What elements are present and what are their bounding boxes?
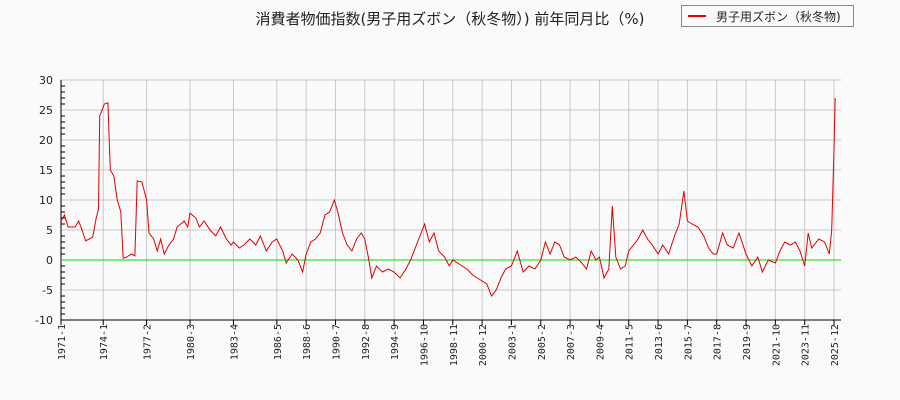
y-tick-label: 15	[39, 164, 53, 177]
x-tick-label: 2009-4	[595, 324, 606, 360]
y-tick-label: 0	[46, 254, 53, 267]
x-tick-label: 1996-10	[419, 324, 430, 366]
y-tick-label: 10	[39, 194, 53, 207]
x-tick-label: 2013-6	[654, 324, 665, 360]
series-line	[60, 97, 836, 297]
x-tick-label: 2021-10	[771, 324, 782, 366]
x-tick-label: 2023-11	[801, 324, 812, 366]
x-tick-label: 1977-2	[143, 324, 154, 360]
x-tick-label: 2005-2	[537, 324, 548, 360]
x-tick-label: 2017-8	[713, 324, 724, 360]
chart-title: 消費者物価指数(男子用ズボン（秋冬物）) 前年同月比（%)	[255, 10, 645, 28]
y-tick-label: 5	[46, 224, 53, 237]
x-tick-label: 2003-1	[507, 324, 518, 360]
legend-line-swatch	[688, 15, 706, 17]
y-tick-label: 20	[39, 134, 53, 147]
x-tick-label: 1980-3	[186, 324, 197, 360]
x-tick-label: 2007-3	[566, 324, 577, 360]
x-tick-label: 1992-8	[361, 324, 372, 360]
legend: 男子用ズボン（秋冬物)	[681, 5, 854, 27]
x-tick-label: 1971-1	[57, 324, 68, 360]
x-tick-label: 2011-5	[625, 324, 636, 360]
y-tick-label: 25	[39, 104, 53, 117]
x-tick-label: 1990-7	[331, 324, 342, 360]
y-tick-label: 30	[39, 74, 53, 87]
x-tick-label: 1974-1	[99, 324, 110, 360]
x-tick-label: 1986-5	[273, 324, 284, 360]
x-tick-label: 2000-12	[478, 324, 489, 366]
y-tick-label: -5	[42, 284, 53, 297]
x-tick-label: 2019-9	[742, 324, 753, 360]
y-tick-label: -10	[35, 314, 53, 327]
x-tick-label: 1994-9	[390, 324, 401, 360]
x-tick-label: 2015-7	[683, 324, 694, 360]
x-tick-label: 1998-11	[449, 324, 460, 366]
x-tick-label: 2025-12	[830, 324, 841, 366]
x-tick-label: 1983-4	[229, 324, 240, 360]
legend-label: 男子用ズボン（秋冬物)	[716, 9, 841, 24]
x-tick-label: 1988-6	[302, 324, 313, 360]
